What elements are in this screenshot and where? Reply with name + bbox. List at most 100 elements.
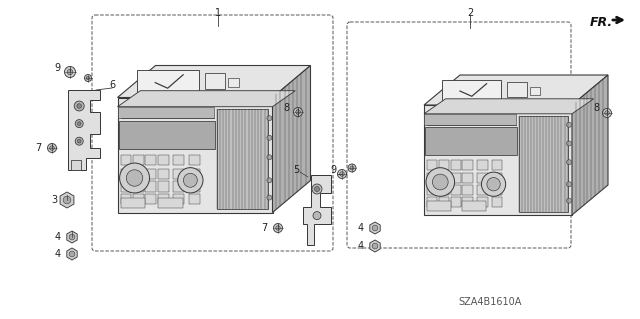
Bar (189, 182, 200, 192)
Circle shape (84, 75, 92, 81)
Bar (439, 197, 449, 207)
Bar (463, 185, 473, 195)
Bar (189, 169, 200, 179)
Bar (158, 182, 169, 192)
Bar (145, 182, 156, 192)
Circle shape (267, 195, 272, 200)
Bar (120, 169, 131, 179)
Circle shape (372, 225, 378, 231)
Text: FR.: FR. (590, 16, 613, 28)
Circle shape (433, 174, 448, 190)
Text: 4: 4 (55, 232, 61, 242)
Circle shape (267, 155, 272, 160)
Circle shape (76, 120, 83, 128)
Bar (118, 98, 273, 212)
Text: 5: 5 (293, 165, 299, 175)
Circle shape (294, 108, 303, 116)
Circle shape (487, 178, 500, 191)
Bar (120, 182, 131, 192)
Bar (228, 78, 239, 87)
Circle shape (602, 108, 611, 117)
Bar (189, 155, 200, 165)
Circle shape (350, 166, 354, 170)
Bar (427, 185, 437, 195)
Text: 8: 8 (593, 103, 599, 113)
Circle shape (314, 187, 319, 191)
Bar (424, 114, 516, 125)
Circle shape (67, 69, 73, 75)
Bar (145, 194, 156, 204)
Bar (477, 197, 488, 207)
Polygon shape (303, 175, 331, 245)
Circle shape (63, 196, 71, 204)
Circle shape (267, 116, 272, 121)
Circle shape (77, 139, 81, 143)
Bar (442, 79, 501, 100)
Text: 2: 2 (467, 8, 473, 18)
Bar (158, 194, 169, 204)
Bar (173, 169, 184, 179)
Circle shape (50, 146, 54, 150)
Polygon shape (67, 231, 77, 243)
Polygon shape (370, 240, 380, 252)
Bar (133, 182, 144, 192)
Circle shape (74, 101, 84, 111)
Bar (133, 155, 144, 165)
Circle shape (178, 168, 203, 193)
Text: 4: 4 (358, 223, 364, 233)
Bar (120, 155, 131, 165)
Text: 8: 8 (283, 103, 289, 113)
Text: 9: 9 (54, 63, 60, 73)
Bar (173, 182, 184, 192)
Polygon shape (424, 75, 608, 105)
Bar (439, 185, 449, 195)
Bar (427, 173, 437, 183)
Circle shape (372, 243, 378, 249)
Circle shape (267, 135, 272, 140)
Circle shape (566, 141, 572, 146)
Bar (120, 194, 131, 204)
Polygon shape (118, 91, 295, 107)
Polygon shape (118, 65, 310, 98)
Polygon shape (67, 248, 77, 260)
Circle shape (86, 76, 90, 80)
Circle shape (69, 234, 75, 240)
Bar (492, 173, 502, 183)
Bar (426, 127, 517, 154)
Bar (451, 173, 461, 183)
Bar (477, 185, 488, 195)
Bar (492, 160, 502, 170)
Bar (137, 70, 198, 93)
Polygon shape (572, 75, 608, 215)
Bar (463, 173, 473, 183)
Circle shape (267, 178, 272, 183)
Circle shape (65, 66, 76, 78)
Text: SZA4B1610A: SZA4B1610A (458, 297, 522, 307)
Bar (173, 194, 184, 204)
Circle shape (566, 182, 572, 187)
Bar (145, 155, 156, 165)
Bar (158, 169, 169, 179)
Bar (519, 116, 568, 212)
Text: 9: 9 (330, 165, 336, 175)
Bar (133, 194, 144, 204)
Circle shape (348, 164, 356, 172)
Bar (439, 160, 449, 170)
Bar (492, 185, 502, 195)
Circle shape (605, 111, 609, 115)
Bar (492, 197, 502, 207)
Polygon shape (370, 222, 380, 234)
Circle shape (426, 168, 454, 196)
Bar (451, 197, 461, 207)
Bar (427, 197, 437, 207)
Bar (427, 201, 451, 211)
Bar (217, 109, 268, 209)
Bar (529, 87, 540, 95)
Polygon shape (273, 65, 310, 212)
Circle shape (184, 173, 197, 187)
Circle shape (126, 170, 143, 186)
Text: 1: 1 (215, 8, 221, 18)
Bar (71, 160, 81, 170)
Circle shape (276, 226, 280, 230)
Circle shape (77, 122, 81, 125)
